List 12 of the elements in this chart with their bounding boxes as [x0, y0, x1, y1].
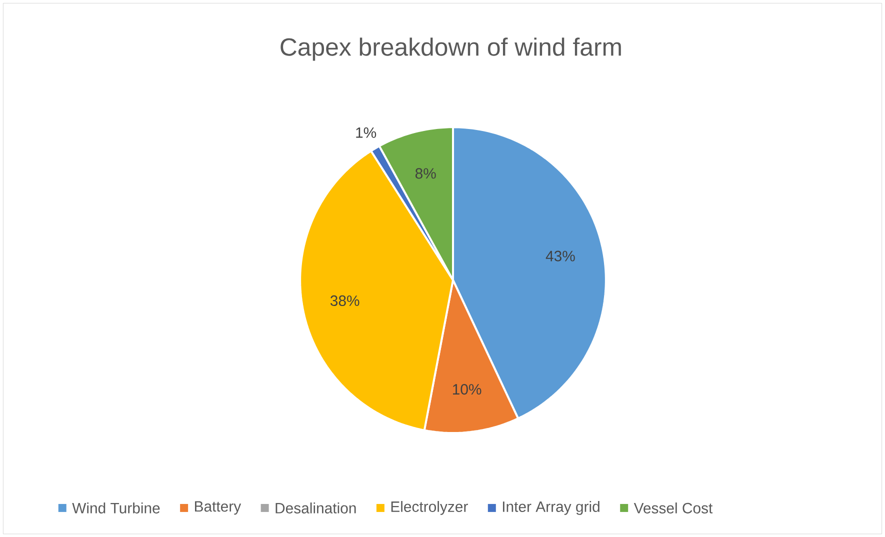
- legend-label: Battery: [195, 501, 242, 515]
- legend-label: Vessel Cost: [634, 502, 713, 514]
- chart-title: Capex breakdown of wind farm: [280, 37, 621, 61]
- legend-label: Electrolyzer: [391, 500, 468, 515]
- data-label: 43%: [546, 250, 575, 262]
- data-label: 1%: [356, 127, 376, 138]
- data-label: 10%: [453, 384, 482, 395]
- legend-label: Desalination: [276, 502, 356, 514]
- data-label: 8%: [415, 168, 436, 179]
- legend-label: Inter Array grid: [502, 500, 600, 515]
- legend-label: Wind Turbine: [72, 502, 160, 514]
- data-label: 38%: [330, 295, 360, 306]
